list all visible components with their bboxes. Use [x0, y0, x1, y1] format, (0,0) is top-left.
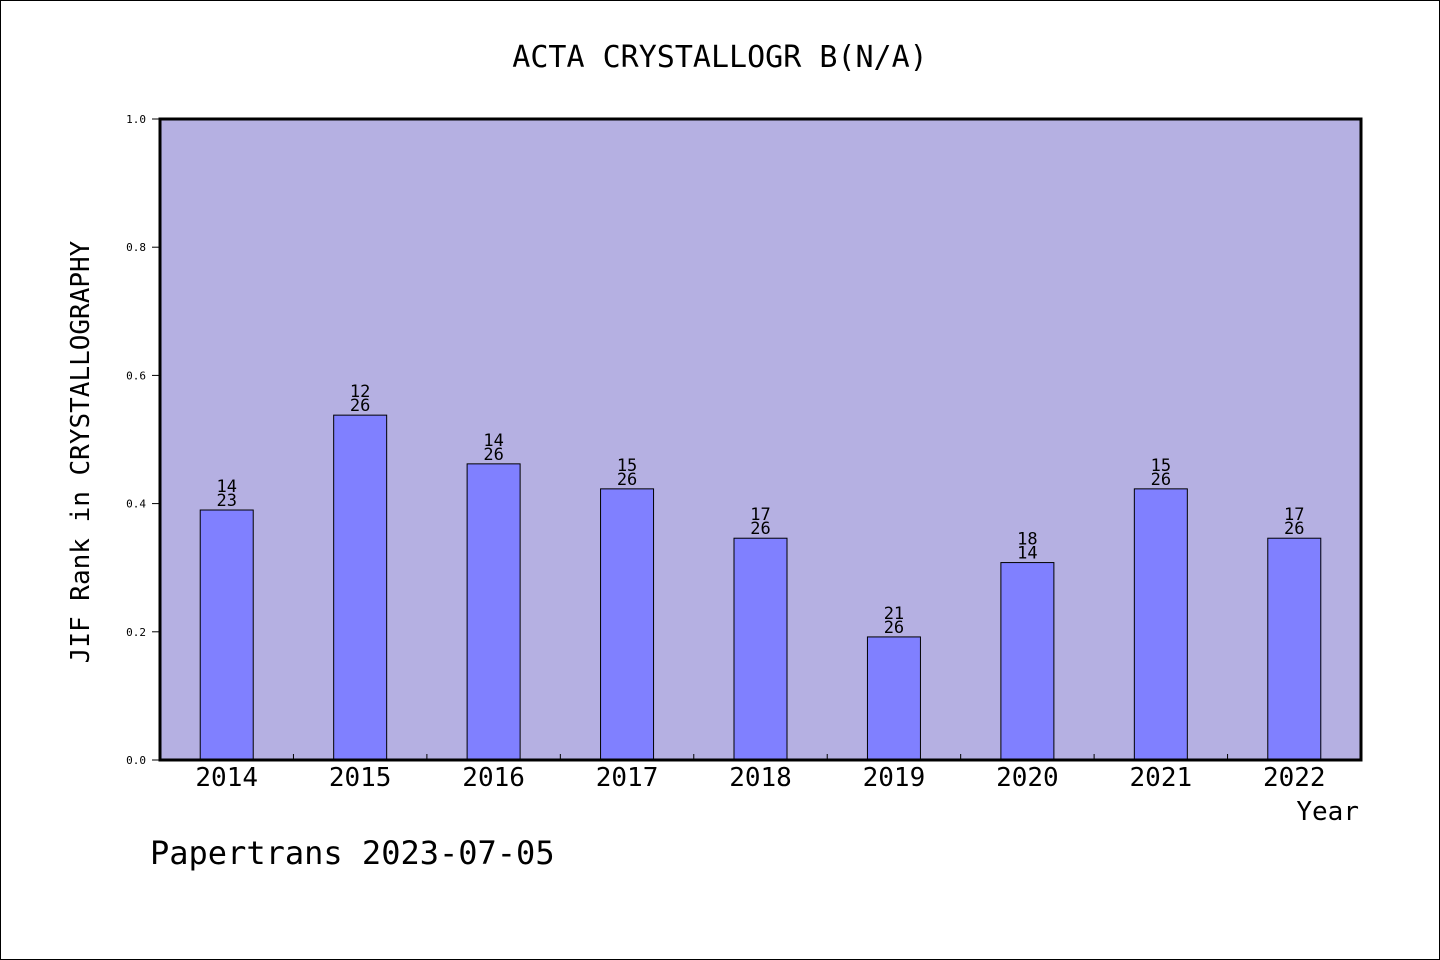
bar-label-top: 14 — [483, 431, 503, 451]
y-tick-label: 0.8 — [126, 241, 146, 254]
bar-2018 — [733, 537, 788, 761]
bar-label-bottom: 26 — [884, 618, 904, 638]
bar-2021 — [1133, 488, 1188, 761]
bar-2017 — [600, 488, 655, 761]
bar-label-top: 21 — [884, 604, 904, 624]
bar-2015 — [333, 414, 388, 761]
x-tick-label: 2022 — [1263, 763, 1326, 793]
x-axis: 2014 2015 2016 2017 2018 2019 2020 2021 2022 — [195, 754, 1326, 793]
y-axis-label: JIF Rank in CRYSTALLOGRAPHY — [66, 240, 96, 663]
x-tick-label: 2020 — [996, 763, 1059, 793]
x-tick-label: 2016 — [462, 763, 525, 793]
bar-2019 — [866, 636, 921, 761]
bar-2016 — [466, 463, 521, 761]
bar-label-top: 12 — [350, 382, 370, 402]
bar-label-bottom: 26 — [483, 445, 503, 465]
bar-label-bottom: 26 — [350, 396, 370, 416]
y-tick-label: 0.4 — [126, 498, 146, 511]
bar-label-bottom: 26 — [1284, 519, 1304, 539]
x-tick-label: 2019 — [863, 763, 926, 793]
x-tick-label: 2014 — [195, 763, 258, 793]
x-tick-label: 2015 — [329, 763, 392, 793]
x-tick-label: 2021 — [1130, 763, 1193, 793]
bar-label-bottom: 26 — [750, 519, 770, 539]
footer-text: Papertrans 2023-07-05 — [150, 834, 555, 872]
y-tick-label: 0.6 — [126, 369, 146, 382]
bar-2014 — [199, 509, 254, 761]
bar-label-top: 17 — [1284, 505, 1304, 525]
x-tick-label: 2017 — [596, 763, 659, 793]
x-tick-label: 2018 — [729, 763, 792, 793]
bar-label-top: 18 — [1017, 530, 1037, 550]
bar-2020 — [1000, 562, 1055, 761]
bar-label-bottom: 23 — [216, 491, 236, 511]
bar-label-top: 15 — [617, 456, 637, 476]
y-tick-label: 0.0 — [126, 754, 146, 767]
bar-label-bottom: 14 — [1017, 544, 1037, 564]
y-tick-label: 0.2 — [126, 626, 146, 639]
x-axis-label: Year — [1296, 797, 1359, 827]
y-axis: 0.0 0.2 0.4 0.6 0.8 1.0 — [126, 113, 160, 767]
bar-label-bottom: 26 — [617, 470, 637, 490]
chart-title: ACTA CRYSTALLOGR B(N/A) — [512, 40, 927, 75]
bar-label-top: 15 — [1151, 456, 1171, 476]
bar-label-top: 14 — [216, 477, 236, 497]
bar-label-bottom: 26 — [1151, 470, 1171, 490]
y-tick-label: 1.0 — [126, 113, 146, 126]
bar-2022 — [1267, 537, 1322, 761]
plot-border — [158, 117, 1363, 762]
bar-label-top: 17 — [750, 505, 770, 525]
